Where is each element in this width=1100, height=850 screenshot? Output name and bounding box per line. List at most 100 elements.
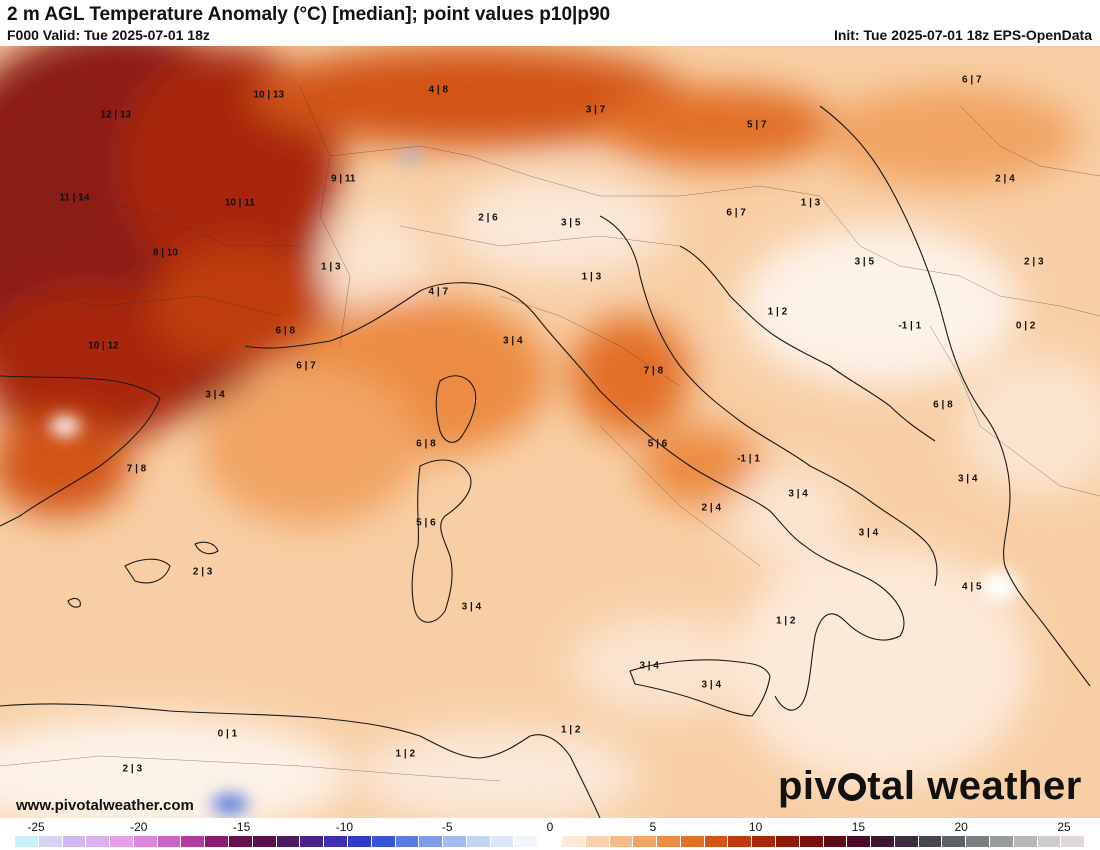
colorbar-swatch xyxy=(205,836,230,847)
point-value-label: 11 | 14 xyxy=(59,192,90,204)
colorbar-swatch xyxy=(823,836,848,847)
colorbar-swatch xyxy=(347,836,372,847)
colorbar-tick-label: 0 xyxy=(546,820,554,834)
colorbar-ticks: -25 -20 -15 -10 -5 0 5 10 15 20 25 xyxy=(0,818,1100,834)
colorbar-swatch xyxy=(680,836,705,847)
colorbar-swatch xyxy=(1013,836,1038,847)
colorbar-swatch xyxy=(371,836,396,847)
point-value-label: 9 | 11 xyxy=(330,173,356,185)
point-value-label: 5 | 6 xyxy=(416,517,436,529)
point-value-label: 2 | 4 xyxy=(701,502,722,514)
point-value-label: 0 | 1 xyxy=(217,728,238,740)
point-value-label: 3 | 4 xyxy=(639,660,659,672)
colorbar-swatch xyxy=(633,836,658,847)
point-value-label: 6 | 7 xyxy=(962,74,982,86)
colorbar-swatch xyxy=(157,836,182,847)
colorbar-swatch xyxy=(181,836,206,847)
colorbar-swatch xyxy=(276,836,301,847)
point-value-label: 1 | 3 xyxy=(321,261,341,273)
brand-text-right: tal weather xyxy=(867,764,1082,808)
init-time: Init: Tue 2025-07-01 18z EPS-OpenData xyxy=(833,27,1092,43)
colorbar-tick-label: -20 xyxy=(130,820,148,834)
anomaly-shading xyxy=(0,46,1100,818)
point-value-label: 8 | 10 xyxy=(152,247,178,258)
point-value-label: 7 | 8 xyxy=(126,463,147,475)
colorbar-tick-label: 15 xyxy=(851,820,866,834)
colorbar-swatch xyxy=(514,836,539,847)
point-value-label: 2 | 3 xyxy=(192,566,213,578)
point-value-label: 6 | 8 xyxy=(933,399,953,411)
colorbar-swatch xyxy=(847,836,872,847)
colorbar-swatch xyxy=(38,836,63,847)
brand-text-left: piv xyxy=(778,764,838,808)
website-label[interactable]: www.pivotalweather.com xyxy=(16,797,194,814)
colorbar-swatch xyxy=(585,836,610,847)
point-value-label: 3 | 4 xyxy=(788,488,808,499)
point-value-label: 7 | 8 xyxy=(643,365,664,376)
point-value-label: 6 | 7 xyxy=(726,207,746,219)
colorbar-swatch xyxy=(776,836,800,847)
colorbar-tick-label: -5 xyxy=(441,820,453,834)
map-canvas xyxy=(0,46,1100,818)
point-value-label: 1 | 2 xyxy=(775,615,796,627)
admin-borders xyxy=(0,85,1100,782)
colorbar-swatch xyxy=(609,836,634,847)
colorbar-swatch xyxy=(561,836,586,847)
point-value-label: 10 | 11 xyxy=(224,197,255,209)
colorbar-swatch xyxy=(443,836,467,847)
colorbar-tick-label: 25 xyxy=(1057,820,1071,834)
point-value-label: -1 | 1 xyxy=(737,453,760,465)
colorbar-swatch xyxy=(1061,836,1086,847)
colorbar-swatch xyxy=(538,836,562,847)
colorbar-swatch xyxy=(86,836,111,847)
colorbar-swatch xyxy=(752,836,776,847)
point-value-label: 0 | 2 xyxy=(1015,320,1036,332)
point-value-label: 3 | 4 xyxy=(701,679,722,691)
point-value-label: -1 | 1 xyxy=(898,320,922,332)
point-value-label: 3 | 4 xyxy=(205,389,225,401)
map-title: 2 m AGL Temperature Anomaly (°C) [median… xyxy=(7,4,611,25)
point-value-label: 1 | 3 xyxy=(800,197,821,209)
point-value-label: 6 | 8 xyxy=(275,325,296,337)
point-value-label: 6 | 8 xyxy=(416,438,436,450)
point-value-label: 4 | 5 xyxy=(962,581,982,593)
point-value-label: 3 | 4 xyxy=(858,527,879,539)
colorbar-swatch xyxy=(990,836,1014,847)
colorbar-swatch xyxy=(110,836,134,847)
colorbar-tick-label: -25 xyxy=(27,820,45,834)
point-value-label: 3 | 5 xyxy=(854,256,875,268)
colorbar-tick-label: 10 xyxy=(748,820,763,834)
anomaly-map: 12 | 13 10 | 13 4 | 8 3 | 7 5 | 7 6 | 7 11 | 1… xyxy=(0,46,1100,818)
anomaly-cool-spots xyxy=(50,150,1020,814)
colorbar-tick-label: 20 xyxy=(954,820,968,834)
colorbar-swatch xyxy=(300,836,325,847)
point-value-label: 3 | 7 xyxy=(585,104,606,116)
colorbar-tick-label: -10 xyxy=(335,820,354,834)
colorbar-swatch xyxy=(942,836,967,847)
point-value-label: 3 | 4 xyxy=(461,601,482,613)
colorbar-swatch xyxy=(62,836,87,847)
colorbar-swatch xyxy=(918,836,943,847)
point-value-label: 4 | 7 xyxy=(428,286,449,298)
colorbar-swatch xyxy=(490,836,515,847)
colorbar-swatch xyxy=(799,836,824,847)
colorbar-swatch xyxy=(728,836,753,847)
colorbar-swatch xyxy=(1037,836,1062,847)
point-value-label: 3 | 5 xyxy=(560,217,581,229)
header: 2 m AGL Temperature Anomaly (°C) [median… xyxy=(0,0,1100,46)
colorbar-swatch xyxy=(324,836,348,847)
point-value-label: 2 | 3 xyxy=(122,763,143,775)
colorbar-swatch xyxy=(871,836,895,847)
point-value-label: 12 | 13 xyxy=(100,109,132,121)
point-value-label: 2 | 4 xyxy=(995,173,1015,185)
colorbar-swatch xyxy=(395,836,420,847)
point-value-label: 5 | 7 xyxy=(747,119,767,131)
valid-time: F000 Valid: Tue 2025-07-01 18z xyxy=(7,27,210,43)
colorbar-swatch xyxy=(657,836,681,847)
point-value-label: 4 | 8 xyxy=(428,84,449,96)
point-value-label: 1 | 2 xyxy=(767,306,788,317)
colorbar-swatch xyxy=(15,836,39,847)
colorbar-swatch xyxy=(133,836,158,847)
colorbar-swatch xyxy=(894,836,919,847)
colorbar-swatch xyxy=(966,836,991,847)
